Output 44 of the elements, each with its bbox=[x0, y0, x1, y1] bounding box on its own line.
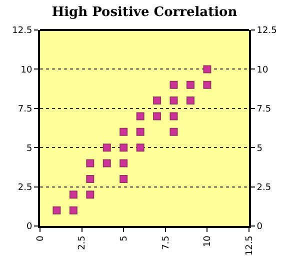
x-tick-label: 2.5 bbox=[78, 236, 88, 250]
point bbox=[170, 80, 178, 89]
point bbox=[86, 159, 94, 168]
y-tick-label: 5 bbox=[26, 144, 32, 154]
x-tick-label: 12.5 bbox=[244, 236, 255, 256]
point bbox=[102, 144, 111, 152]
point bbox=[52, 206, 61, 214]
point bbox=[120, 128, 128, 136]
y2-tick-label: 10 bbox=[256, 65, 269, 76]
point bbox=[136, 144, 144, 152]
y-tick-label: 2.5 bbox=[18, 182, 32, 193]
point bbox=[120, 159, 128, 168]
point bbox=[86, 174, 94, 183]
y2-tick-label: 5 bbox=[256, 144, 263, 154]
point bbox=[153, 96, 162, 105]
y-tick-label: 10 bbox=[20, 65, 32, 76]
y2-tick-label: 0 bbox=[256, 222, 263, 232]
y2-tick-label: 7.5 bbox=[256, 104, 272, 115]
x-tick-label: 7.5 bbox=[161, 236, 172, 250]
point bbox=[136, 128, 144, 136]
point bbox=[170, 96, 178, 105]
x-tick-label: 5 bbox=[120, 236, 130, 242]
point bbox=[102, 159, 111, 168]
point bbox=[69, 206, 78, 214]
y-tick-label: 0 bbox=[26, 222, 32, 232]
y2-tick-label: 2.5 bbox=[256, 182, 272, 193]
point bbox=[170, 112, 178, 120]
y-tick-label: 12.5 bbox=[12, 26, 32, 36]
y2-tick-label: 12.5 bbox=[256, 26, 277, 36]
point bbox=[86, 190, 94, 199]
point bbox=[186, 96, 194, 105]
x-tick-label: 0 bbox=[36, 235, 46, 242]
point bbox=[120, 144, 128, 152]
point bbox=[69, 190, 78, 199]
point bbox=[120, 174, 128, 183]
point bbox=[203, 80, 212, 89]
point bbox=[203, 65, 212, 74]
point bbox=[136, 112, 144, 120]
x-tick-label: 10 bbox=[203, 235, 214, 248]
y-tick-label: 7.5 bbox=[18, 104, 32, 115]
point bbox=[186, 80, 194, 89]
point bbox=[170, 128, 178, 136]
point bbox=[153, 112, 162, 120]
chart-title: High Positive Correlation bbox=[52, 4, 238, 20]
